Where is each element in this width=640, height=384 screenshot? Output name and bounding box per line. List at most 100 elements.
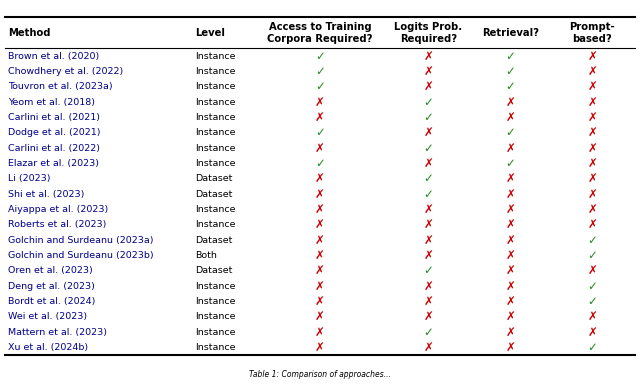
Text: ✗: ✗ — [424, 203, 433, 216]
Text: Instance: Instance — [195, 343, 236, 352]
Text: Deng et al. (2023): Deng et al. (2023) — [8, 281, 95, 291]
Text: ✗: ✗ — [424, 50, 433, 63]
Text: Instance: Instance — [195, 82, 236, 91]
Text: Retrieval?: Retrieval? — [482, 28, 539, 38]
Text: ✗: ✗ — [588, 96, 597, 109]
Text: Instance: Instance — [195, 297, 236, 306]
Text: Dataset: Dataset — [195, 190, 232, 199]
Text: ✗: ✗ — [588, 310, 597, 323]
Text: ✓: ✓ — [424, 172, 433, 185]
Text: ✗: ✗ — [424, 280, 433, 293]
Text: ✓: ✓ — [315, 50, 325, 63]
Text: ✓: ✓ — [315, 126, 325, 139]
Text: Access to Training
Corpora Required?: Access to Training Corpora Required? — [268, 22, 372, 44]
Text: ✗: ✗ — [506, 96, 515, 109]
Text: ✓: ✓ — [588, 295, 597, 308]
Text: Both: Both — [195, 251, 216, 260]
Text: ✗: ✗ — [506, 203, 515, 216]
Text: Carlini et al. (2022): Carlini et al. (2022) — [8, 144, 100, 152]
Text: Roberts et al. (2023): Roberts et al. (2023) — [8, 220, 106, 229]
Text: Yeom et al. (2018): Yeom et al. (2018) — [8, 98, 95, 107]
Text: ✗: ✗ — [315, 142, 325, 155]
Text: ✓: ✓ — [506, 80, 515, 93]
Text: Logits Prob.
Required?: Logits Prob. Required? — [394, 22, 462, 44]
Text: Instance: Instance — [195, 220, 236, 229]
Text: ✗: ✗ — [588, 264, 597, 277]
Text: Instance: Instance — [195, 67, 236, 76]
Text: ✓: ✓ — [315, 80, 325, 93]
Text: Instance: Instance — [195, 98, 236, 107]
Text: ✓: ✓ — [506, 50, 515, 63]
Text: ✗: ✗ — [506, 326, 515, 339]
Text: ✗: ✗ — [588, 126, 597, 139]
Text: ✗: ✗ — [424, 295, 433, 308]
Text: ✗: ✗ — [424, 80, 433, 93]
Text: ✗: ✗ — [315, 249, 325, 262]
Text: Chowdhery et al. (2022): Chowdhery et al. (2022) — [8, 67, 123, 76]
Text: ✓: ✓ — [424, 111, 433, 124]
Text: ✗: ✗ — [506, 264, 515, 277]
Text: ✗: ✗ — [588, 326, 597, 339]
Text: Dodge et al. (2021): Dodge et al. (2021) — [8, 128, 100, 137]
Text: ✓: ✓ — [315, 65, 325, 78]
Text: ✓: ✓ — [588, 233, 597, 247]
Text: ✗: ✗ — [315, 96, 325, 109]
Text: ✓: ✓ — [588, 341, 597, 354]
Text: Shi et al. (2023): Shi et al. (2023) — [8, 190, 84, 199]
Text: ✗: ✗ — [506, 280, 515, 293]
Text: Dataset: Dataset — [195, 174, 232, 183]
Text: ✓: ✓ — [506, 65, 515, 78]
Text: ✗: ✗ — [506, 142, 515, 155]
Text: ✗: ✗ — [315, 203, 325, 216]
Text: Aiyappa et al. (2023): Aiyappa et al. (2023) — [8, 205, 108, 214]
Text: ✗: ✗ — [315, 341, 325, 354]
Text: ✗: ✗ — [315, 295, 325, 308]
Text: ✓: ✓ — [588, 249, 597, 262]
Text: ✓: ✓ — [424, 142, 433, 155]
Text: Carlini et al. (2021): Carlini et al. (2021) — [8, 113, 100, 122]
Text: ✓: ✓ — [506, 157, 515, 170]
Text: Dataset: Dataset — [195, 266, 232, 275]
Text: Brown et al. (2020): Brown et al. (2020) — [8, 51, 99, 61]
Text: ✓: ✓ — [424, 326, 433, 339]
Text: Dataset: Dataset — [195, 236, 232, 245]
Text: ✓: ✓ — [506, 126, 515, 139]
Text: Instance: Instance — [195, 144, 236, 152]
Text: ✗: ✗ — [315, 326, 325, 339]
Text: Elazar et al. (2023): Elazar et al. (2023) — [8, 159, 99, 168]
Text: Instance: Instance — [195, 328, 236, 337]
Text: ✗: ✗ — [588, 157, 597, 170]
Text: ✗: ✗ — [588, 111, 597, 124]
Text: ✗: ✗ — [315, 188, 325, 200]
Text: ✗: ✗ — [506, 218, 515, 231]
Text: ✗: ✗ — [506, 341, 515, 354]
Text: Instance: Instance — [195, 128, 236, 137]
Text: ✗: ✗ — [506, 295, 515, 308]
Text: ✗: ✗ — [315, 280, 325, 293]
Text: ✗: ✗ — [315, 172, 325, 185]
Text: ✓: ✓ — [588, 280, 597, 293]
Text: ✓: ✓ — [424, 188, 433, 200]
Text: Instance: Instance — [195, 312, 236, 321]
Text: ✗: ✗ — [424, 233, 433, 247]
Text: Instance: Instance — [195, 113, 236, 122]
Text: Xu et al. (2024b): Xu et al. (2024b) — [8, 343, 88, 352]
Text: ✗: ✗ — [424, 157, 433, 170]
Text: ✗: ✗ — [506, 111, 515, 124]
Text: ✗: ✗ — [588, 203, 597, 216]
Text: ✗: ✗ — [588, 188, 597, 200]
Text: ✗: ✗ — [588, 50, 597, 63]
Text: ✗: ✗ — [506, 233, 515, 247]
Text: Instance: Instance — [195, 51, 236, 61]
Text: Mattern et al. (2023): Mattern et al. (2023) — [8, 328, 107, 337]
Text: Method: Method — [8, 28, 50, 38]
Text: Li (2023): Li (2023) — [8, 174, 50, 183]
Text: ✗: ✗ — [315, 233, 325, 247]
Text: ✗: ✗ — [315, 218, 325, 231]
Text: ✗: ✗ — [424, 126, 433, 139]
Text: ✗: ✗ — [506, 172, 515, 185]
Text: ✗: ✗ — [588, 65, 597, 78]
Text: Wei et al. (2023): Wei et al. (2023) — [8, 312, 87, 321]
Text: ✗: ✗ — [424, 310, 433, 323]
Text: Prompt-
based?: Prompt- based? — [570, 22, 615, 44]
